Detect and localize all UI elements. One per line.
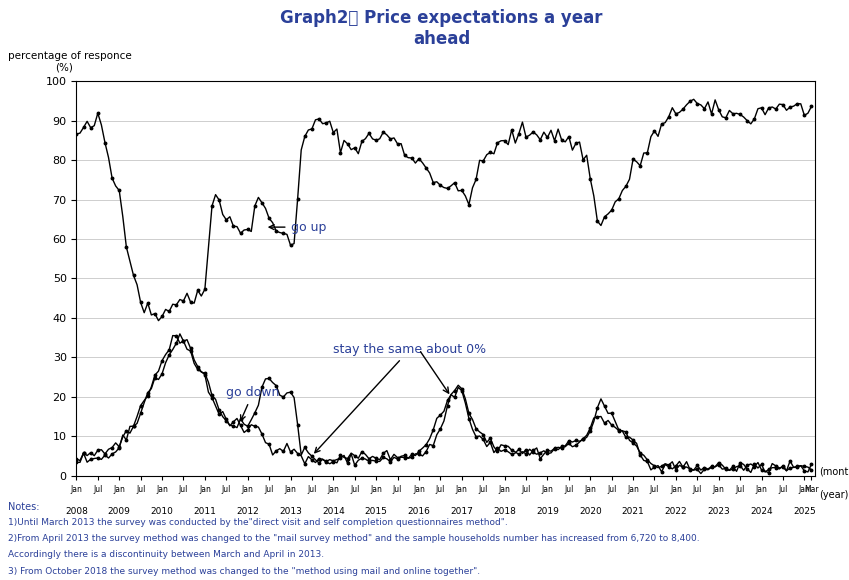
Text: 2021: 2021 <box>621 508 644 517</box>
Text: 2011: 2011 <box>194 508 216 517</box>
Text: 2017: 2017 <box>450 508 473 517</box>
Text: 2022: 2022 <box>665 508 687 517</box>
Text: (year): (year) <box>819 490 849 500</box>
Text: 2014: 2014 <box>322 508 345 517</box>
Text: 2009: 2009 <box>108 508 131 517</box>
Text: 2013: 2013 <box>279 508 302 517</box>
Text: stay the same about 0%: stay the same about 0% <box>315 343 486 453</box>
Text: 3) From October 2018 the survey method was changed to the "method using mail and: 3) From October 2018 the survey method w… <box>8 567 481 576</box>
Text: 2018: 2018 <box>493 508 516 517</box>
Text: 2020: 2020 <box>579 508 602 517</box>
Text: go up: go up <box>269 220 326 234</box>
Text: 2010: 2010 <box>150 508 173 517</box>
Text: 2)From April 2013 the survey method was changed to the "mail survey method" and : 2)From April 2013 the survey method was … <box>8 534 700 543</box>
Text: Graph2　 Price expectations a year
ahead: Graph2 Price expectations a year ahead <box>280 9 603 48</box>
Text: 2019: 2019 <box>536 508 559 517</box>
Text: 2025: 2025 <box>793 508 816 517</box>
Text: 2023: 2023 <box>707 508 730 517</box>
Text: 2024: 2024 <box>751 508 773 517</box>
Text: Notes:: Notes: <box>8 502 40 512</box>
Text: percentage of responce: percentage of responce <box>8 51 132 61</box>
Text: go down: go down <box>227 386 279 420</box>
Text: 2015: 2015 <box>365 508 388 517</box>
Text: 2016: 2016 <box>408 508 430 517</box>
Text: 2012: 2012 <box>236 508 259 517</box>
Text: Accordingly there is a discontinuity between March and April in 2013.: Accordingly there is a discontinuity bet… <box>8 550 324 560</box>
Text: 2008: 2008 <box>65 508 87 517</box>
Text: (month): (month) <box>819 467 849 477</box>
Text: 1)Until March 2013 the survey was conducted by the"direct visit and self complet: 1)Until March 2013 the survey was conduc… <box>8 518 509 527</box>
Text: (%): (%) <box>55 63 73 72</box>
